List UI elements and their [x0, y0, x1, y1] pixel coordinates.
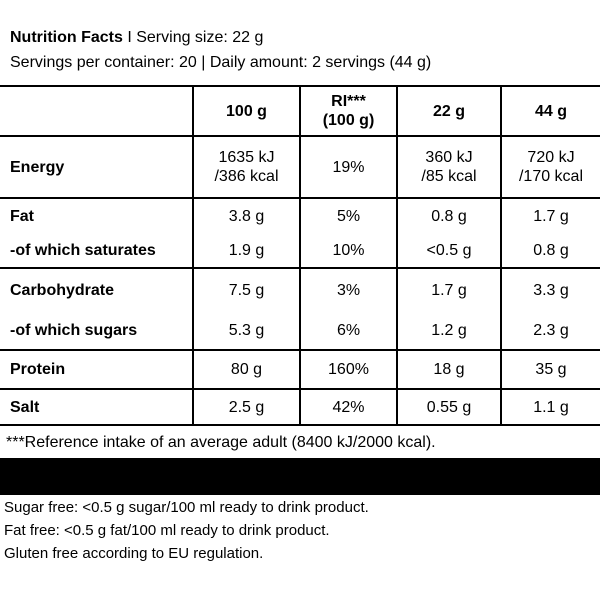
cell-per44: 3.3 g	[500, 267, 600, 312]
cell-per44: 0.8 g	[500, 234, 600, 268]
table-header-row: 100 g RI*** (100 g) 22 g 44 g	[0, 87, 600, 136]
cell-per22: 0.55 g	[396, 388, 501, 425]
row-label: Energy	[0, 135, 193, 198]
table-row-carbohydrate: Carbohydrate 7.5 g 3% 1.7 g 3.3 g	[0, 267, 600, 312]
row-label: -of which saturates	[0, 234, 193, 268]
col-header-44g: 44 g	[500, 87, 600, 136]
table-row-saturates: -of which saturates 1.9 g 10% <0.5 g 0.8…	[0, 234, 600, 268]
row-label: Salt	[0, 388, 193, 425]
cell-per44: 1.1 g	[500, 388, 600, 425]
servings-line: Servings per container: 20 | Daily amoun…	[10, 54, 432, 71]
cell-per22: 0.8 g	[396, 197, 501, 234]
cell-per100: 1.9 g	[192, 234, 300, 268]
reference-row: ***Reference intake of an average adult …	[0, 424, 600, 458]
footer-sugar-free: Sugar free: <0.5 g sugar/100 ml ready to…	[4, 499, 369, 516]
cell-per44: 2.3 g	[500, 312, 600, 350]
table-row-energy: Energy 1635 kJ /386 kcal 19% 360 kJ /85 …	[0, 135, 600, 198]
cell-per44: 1.7 g	[500, 197, 600, 234]
cell-per100: 80 g	[192, 349, 300, 389]
col-header-ri-line2: (100 g)	[322, 112, 375, 129]
cell-ri: 42%	[299, 388, 397, 425]
cell-ri: 19%	[299, 135, 397, 198]
nutrition-title: Nutrition Facts	[10, 29, 123, 46]
footer-fat-free: Fat free: <0.5 g fat/100 ml ready to dri…	[4, 522, 330, 539]
cell-per22: <0.5 g	[396, 234, 501, 268]
nutrition-header: Nutrition Facts I Serving size: 22 g Ser…	[0, 21, 600, 85]
cell-per44: 720 kJ /170 kcal	[500, 135, 600, 198]
table-row-salt: Salt 2.5 g 42% 0.55 g 1.1 g	[0, 388, 600, 425]
col-header-100g: 100 g	[192, 87, 300, 136]
row-label: Carbohydrate	[0, 267, 193, 312]
cell-per100: 5.3 g	[192, 312, 300, 350]
cell-per100: 3.8 g	[192, 197, 300, 234]
cell-ri: 10%	[299, 234, 397, 268]
header-empty-cell	[0, 87, 193, 136]
footer-gluten-free: Gluten free according to EU regulation.	[4, 545, 264, 562]
cell-per100: 1635 kJ /386 kcal	[192, 135, 300, 198]
table-row-protein: Protein 80 g 160% 18 g 35 g	[0, 349, 600, 389]
cell-ri: 6%	[299, 312, 397, 350]
col-header-ri-line1: RI***	[331, 93, 366, 110]
cell-ri: 5%	[299, 197, 397, 234]
cell-per22: 18 g	[396, 349, 501, 389]
table-row-sugars: -of which sugars 5.3 g 6% 1.2 g 2.3 g	[0, 312, 600, 350]
nutrition-panel: Nutrition Facts I Serving size: 22 g Ser…	[0, 21, 600, 565]
cell-per100: 7.5 g	[192, 267, 300, 312]
cell-per100: 2.5 g	[192, 388, 300, 425]
cell-per22: 1.2 g	[396, 312, 501, 350]
cell-ri: 3%	[299, 267, 397, 312]
row-label: Protein	[0, 349, 193, 389]
col-header-ri: RI*** (100 g)	[299, 87, 397, 136]
footer-notes: Sugar free: <0.5 g sugar/100 ml ready to…	[0, 495, 600, 565]
reference-note: ***Reference intake of an average adult …	[0, 424, 600, 458]
cell-per44: 35 g	[500, 349, 600, 389]
serving-size: I Serving size: 22 g	[127, 29, 264, 46]
cell-per22: 360 kJ /85 kcal	[396, 135, 501, 198]
cell-ri: 160%	[299, 349, 397, 389]
row-label: Fat	[0, 197, 193, 234]
col-header-22g: 22 g	[396, 87, 501, 136]
header-line-1: Nutrition Facts I Serving size: 22 g	[10, 29, 263, 47]
row-label: -of which sugars	[0, 312, 193, 350]
cell-per22: 1.7 g	[396, 267, 501, 312]
nutrition-table: 100 g RI*** (100 g) 22 g 44 g Energy 163…	[0, 87, 600, 458]
table-row-fat: Fat 3.8 g 5% 0.8 g 1.7 g	[0, 197, 600, 234]
